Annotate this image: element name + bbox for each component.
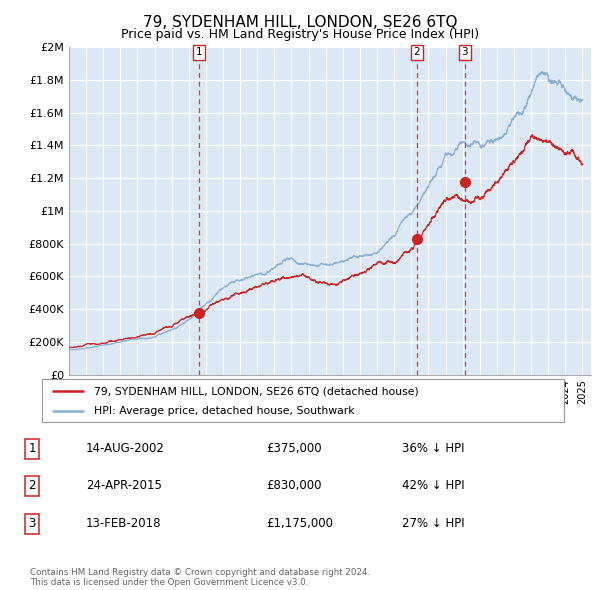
Text: 14-AUG-2002: 14-AUG-2002: [86, 442, 164, 455]
Text: 2: 2: [413, 47, 420, 57]
Text: 1: 1: [28, 442, 36, 455]
Text: 1: 1: [196, 47, 203, 57]
Text: £1,175,000: £1,175,000: [266, 517, 333, 530]
Text: 79, SYDENHAM HILL, LONDON, SE26 6TQ (detached house): 79, SYDENHAM HILL, LONDON, SE26 6TQ (det…: [94, 386, 419, 396]
Text: 36% ↓ HPI: 36% ↓ HPI: [401, 442, 464, 455]
Text: 2: 2: [28, 479, 36, 492]
Text: Price paid vs. HM Land Registry's House Price Index (HPI): Price paid vs. HM Land Registry's House …: [121, 28, 479, 41]
Text: Contains HM Land Registry data © Crown copyright and database right 2024.
This d: Contains HM Land Registry data © Crown c…: [30, 568, 370, 587]
Text: 24-APR-2015: 24-APR-2015: [86, 479, 161, 492]
Text: £830,000: £830,000: [266, 479, 322, 492]
Text: 3: 3: [461, 47, 468, 57]
Text: 13-FEB-2018: 13-FEB-2018: [86, 517, 161, 530]
Text: £375,000: £375,000: [266, 442, 322, 455]
Text: 79, SYDENHAM HILL, LONDON, SE26 6TQ: 79, SYDENHAM HILL, LONDON, SE26 6TQ: [143, 15, 457, 30]
Text: 27% ↓ HPI: 27% ↓ HPI: [401, 517, 464, 530]
Text: 42% ↓ HPI: 42% ↓ HPI: [401, 479, 464, 492]
Text: 3: 3: [28, 517, 36, 530]
Text: HPI: Average price, detached house, Southwark: HPI: Average price, detached house, Sout…: [94, 407, 355, 416]
